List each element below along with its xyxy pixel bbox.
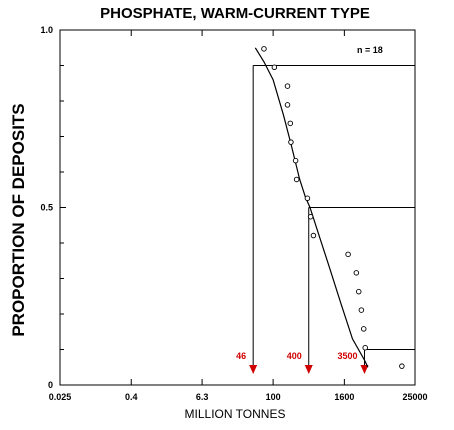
x-tick-label: 25000 [402, 392, 427, 402]
data-point [310, 232, 317, 239]
y-tick-label: 0.5 [40, 203, 53, 213]
data-point [362, 344, 368, 351]
reference-lines: 46 400 3500 [236, 65, 415, 374]
data-point [358, 307, 365, 313]
fitted-curve [254, 47, 369, 368]
axis-ticks: 0.025 0.4 6.3 100 1600 25000 0 0.5 1.0 [40, 25, 427, 402]
y-axis-label: PROPORTION OF DEPOSITS [9, 103, 28, 336]
data-point [261, 46, 267, 52]
data-point [284, 83, 291, 89]
reference-arrow [249, 365, 258, 374]
y-tick-label: 1.0 [40, 25, 53, 35]
data-point [284, 102, 291, 108]
x-tick-label: 0.025 [49, 392, 72, 402]
data-point [345, 251, 351, 258]
data-point [399, 363, 405, 369]
data-point [353, 270, 360, 276]
data-point [355, 288, 362, 295]
reference-tonnage-label: 46 [236, 351, 246, 361]
data-point [307, 213, 314, 220]
x-tick-label: 100 [266, 392, 281, 402]
x-tick-label: 1600 [334, 392, 354, 402]
y-tick-label: 0 [48, 380, 53, 390]
reference-arrow [360, 365, 369, 374]
data-point [304, 195, 311, 202]
data-point [293, 176, 300, 183]
data-point [360, 326, 367, 332]
reference-arrow [304, 365, 313, 374]
reference-tonnage-label: 3500 [337, 351, 357, 361]
x-tick-label: 0.4 [125, 392, 138, 402]
reference-tonnage-label: 400 [287, 351, 302, 361]
data-point [271, 64, 278, 71]
x-axis-label: MILLION TONNES [185, 407, 286, 421]
sample-size-label: n = 18 [357, 45, 383, 55]
data-point [292, 157, 299, 164]
data-points [261, 46, 405, 369]
x-tick-label: 6.3 [196, 392, 209, 402]
chart-title: PHOSPHATE, WARM-CURRENT TYPE [100, 5, 370, 22]
data-point [287, 120, 294, 127]
data-point [288, 139, 294, 145]
